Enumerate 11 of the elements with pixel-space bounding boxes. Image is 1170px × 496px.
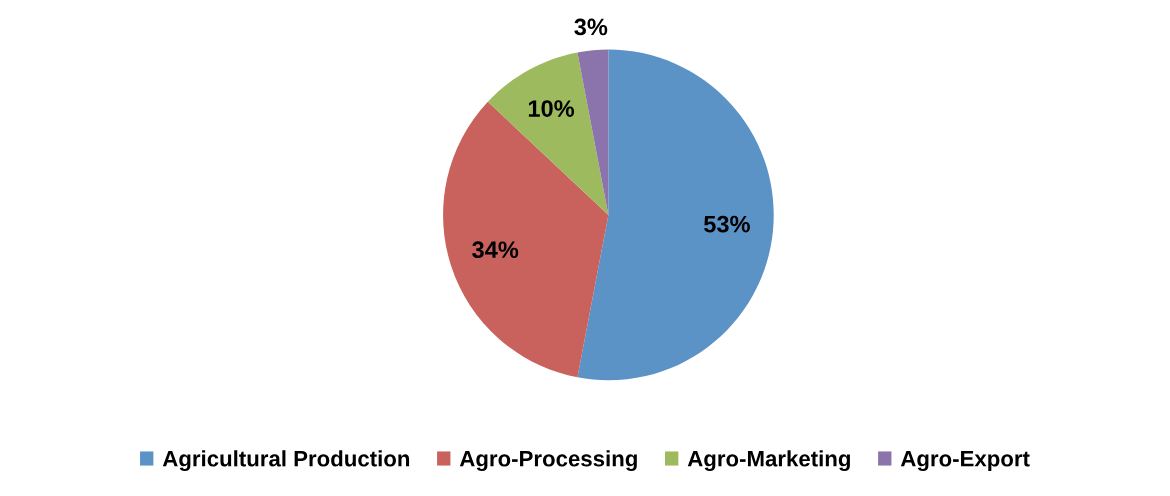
data-label: 3% — [574, 18, 608, 36]
data-label: 34% — [472, 241, 519, 259]
pie-slice — [443, 101, 609, 378]
pie-slice — [577, 49, 774, 381]
legend-label: Agricultural Production — [162, 450, 410, 472]
data-label: 53% — [704, 215, 750, 233]
pie-slice — [487, 52, 609, 215]
data-label: 10% — [528, 100, 575, 117]
legend-label: Agro-Processing — [459, 450, 637, 472]
legend-label: Agro-Marketing — [687, 450, 850, 472]
legend-label: Agro-Export — [900, 451, 1030, 472]
